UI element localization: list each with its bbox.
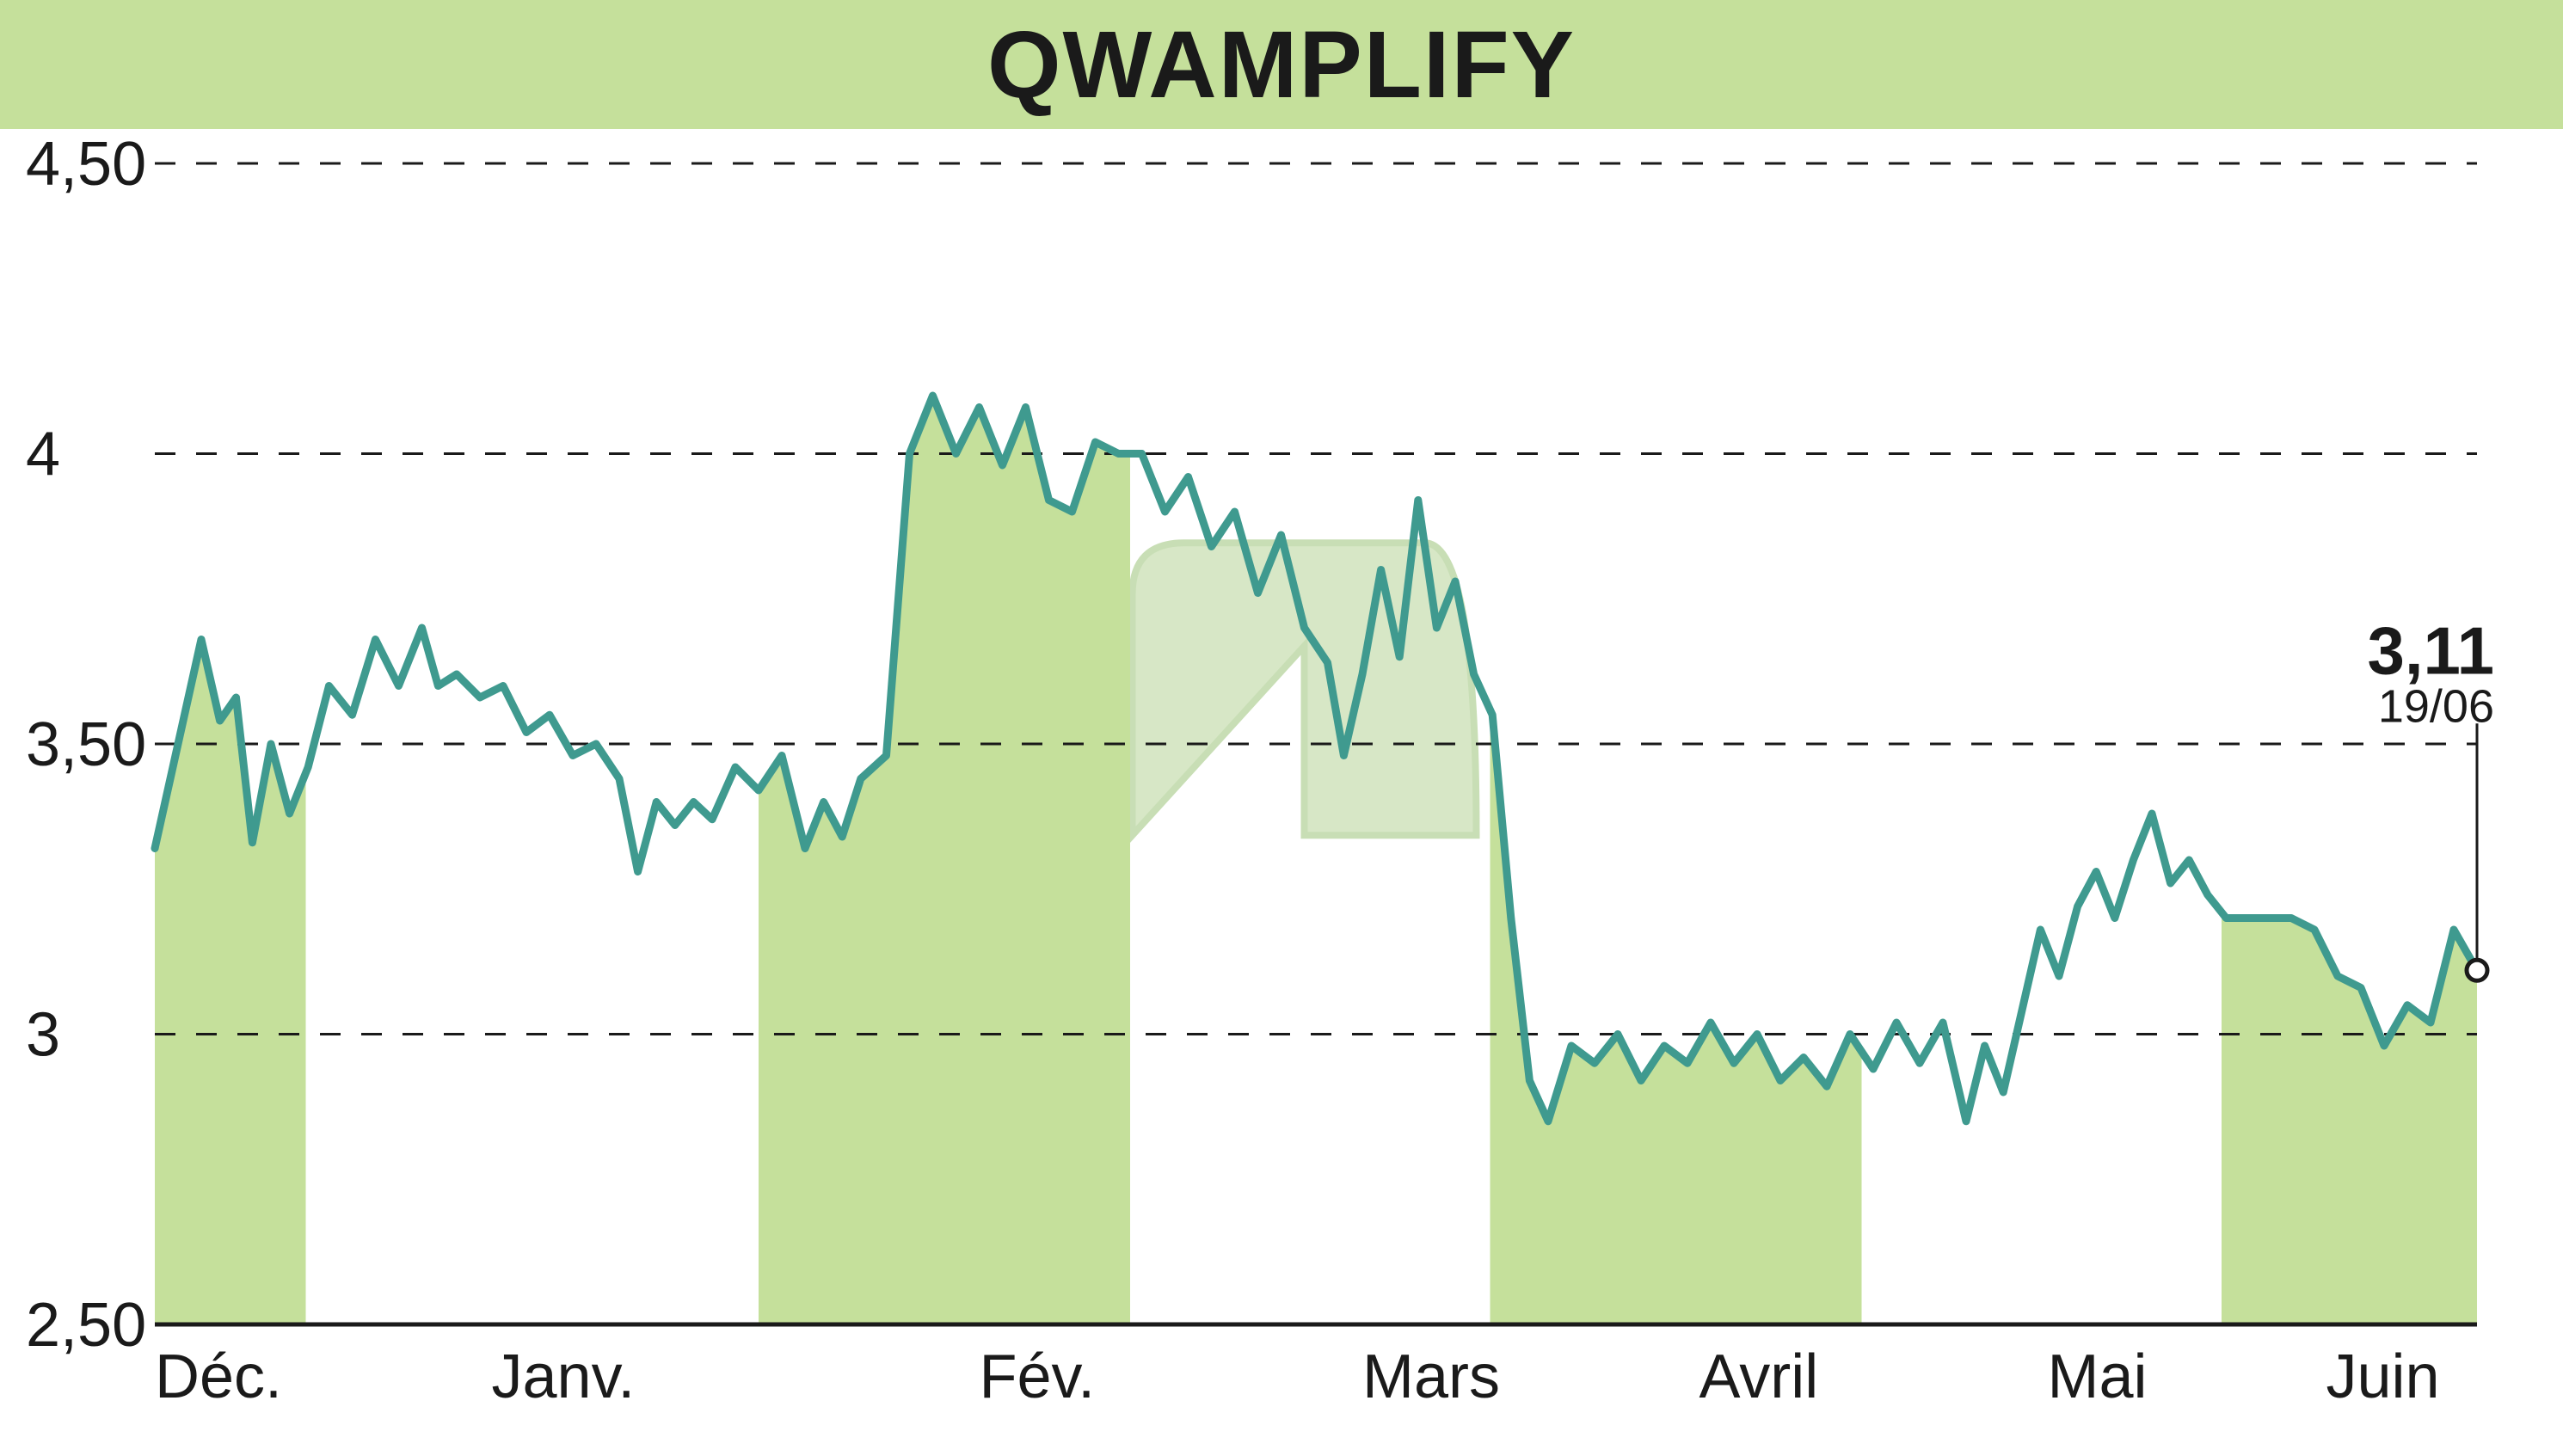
y-tick-label: 3 (26, 1001, 60, 1070)
x-tick-label: Déc. (155, 1342, 282, 1411)
month-band (2222, 129, 2477, 1367)
month-band (1490, 129, 1862, 1367)
y-tick-label: 2,50 (26, 1291, 146, 1360)
y-tick-label: 4,50 (26, 130, 146, 199)
last-value-label: 3,11 (2367, 612, 2494, 688)
x-tick-label: Juin (2326, 1342, 2440, 1411)
chart-title-bar: QWAMPLIFY (0, 0, 2563, 129)
chart-title: QWAMPLIFY (987, 10, 1576, 120)
x-tick-label: Mai (2048, 1342, 2148, 1411)
x-tick-label: Mars (1362, 1342, 1500, 1411)
chart-container: 2,50 3 3,50 4 4,50 Déc. Janv. Fév. Mars Avril Mai J… (0, 129, 2563, 1456)
x-tick-label: Janv. (492, 1342, 636, 1411)
stock-price-chart: 2,50 3 3,50 4 4,50 Déc. Janv. Fév. Mars Avril Mai J… (0, 129, 2563, 1456)
month-band (759, 129, 1130, 1367)
y-tick-label: 4 (26, 421, 60, 489)
x-tick-label: Avril (1699, 1342, 1819, 1411)
y-tick-label: 3,50 (26, 710, 146, 779)
last-point-marker (2467, 960, 2487, 980)
x-tick-label: Fév. (980, 1342, 1096, 1411)
last-date-label: 19/06 (2378, 680, 2494, 732)
